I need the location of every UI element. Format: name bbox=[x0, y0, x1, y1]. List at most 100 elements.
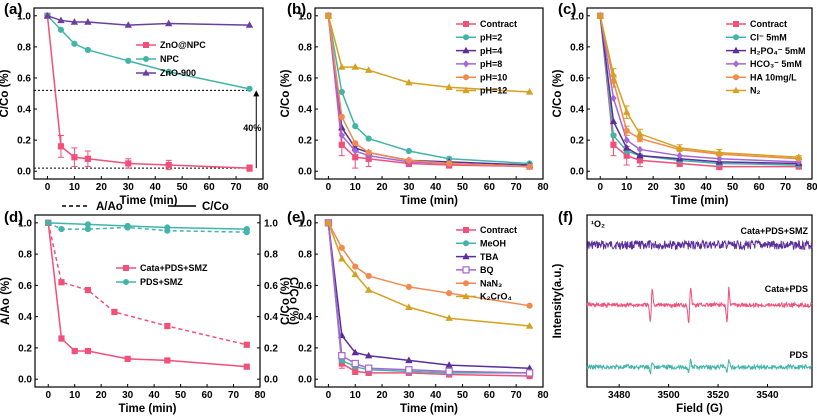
data-point bbox=[609, 70, 618, 78]
data-point bbox=[596, 11, 604, 19]
panel-label: (c) bbox=[558, 1, 576, 18]
data-point bbox=[676, 151, 683, 160]
legend-item: PDS+SMZ bbox=[116, 277, 183, 287]
y-tick-label: 0.0 bbox=[298, 167, 312, 178]
data-point bbox=[43, 11, 52, 19]
x-tick-label: 3520 bbox=[707, 390, 730, 401]
legend-item: pH=8 bbox=[456, 59, 502, 69]
data-point bbox=[125, 57, 132, 64]
y-right-axis-label: C/Co (%) bbox=[287, 277, 299, 325]
y-tick-label: 0.6 bbox=[298, 281, 312, 292]
x-tick-label: 10 bbox=[69, 182, 81, 193]
data-point bbox=[525, 322, 534, 329]
data-point bbox=[84, 46, 91, 54]
x-tick-label: 30 bbox=[123, 182, 135, 193]
y-tick-label: 0.8 bbox=[18, 250, 32, 261]
panel-label: (d) bbox=[4, 209, 23, 226]
legend-item: Contract bbox=[456, 19, 517, 29]
style-legend-label: A/Ao bbox=[96, 201, 123, 213]
y-tick-label: 0.2 bbox=[298, 343, 312, 354]
panel-label: (a) bbox=[4, 1, 22, 18]
x-tick-label: 0 bbox=[326, 390, 332, 401]
panel-label: (e) bbox=[287, 209, 305, 226]
data-point bbox=[446, 160, 453, 167]
data-point bbox=[338, 254, 346, 262]
data-point bbox=[445, 83, 453, 90]
data-point bbox=[338, 352, 346, 360]
y-tick-label: 0.2 bbox=[17, 136, 31, 147]
spectrum-label: Cata+PDS+SMZ bbox=[740, 226, 808, 236]
data-point bbox=[124, 355, 131, 362]
legend-marker bbox=[463, 227, 469, 233]
y-axis-label: C/Co (%) bbox=[280, 277, 292, 325]
legend-item: Contract bbox=[456, 225, 517, 235]
series-zno-900 bbox=[43, 11, 254, 28]
data-point bbox=[636, 151, 644, 159]
data-point bbox=[610, 132, 617, 139]
y-right-tick-label: 0.4 bbox=[264, 312, 278, 323]
legend-label: MeOH bbox=[480, 239, 506, 249]
data-point bbox=[338, 88, 345, 96]
data-point bbox=[445, 314, 453, 321]
legend-label: HA 10mg/L bbox=[750, 72, 797, 82]
data-point bbox=[246, 85, 253, 92]
legend-marker bbox=[463, 280, 469, 287]
legend-item: ZnO@NPC bbox=[136, 40, 206, 50]
x-tick-label: 80 bbox=[537, 390, 549, 401]
x-tick-label: 10 bbox=[350, 182, 362, 193]
data-point bbox=[610, 94, 617, 102]
y-right-tick-label: 0.0 bbox=[264, 375, 278, 386]
series-npc bbox=[44, 12, 253, 92]
x-tick-label: 30 bbox=[403, 182, 415, 193]
y-axis-label: C/Co (%) bbox=[0, 69, 11, 117]
legend-item: Cl⁻ 5mM bbox=[726, 33, 787, 43]
data-point bbox=[364, 286, 373, 293]
data-point bbox=[338, 131, 345, 140]
legend-marker bbox=[123, 279, 129, 285]
spectrum-cata-pds-smz: Cata+PDS+SMZ bbox=[586, 226, 813, 251]
legend-marker bbox=[462, 46, 470, 54]
legend-marker bbox=[733, 74, 739, 81]
plot-frame bbox=[33, 7, 264, 180]
y-tick-label: 0.6 bbox=[18, 281, 32, 292]
data-point bbox=[338, 244, 345, 251]
legend-marker bbox=[732, 46, 740, 54]
data-point bbox=[71, 40, 78, 47]
data-point bbox=[636, 157, 644, 164]
y-right-tick-label: 0.8 bbox=[264, 250, 278, 261]
y-axis-label: C/Co (%) bbox=[552, 69, 564, 117]
spectrum-line bbox=[586, 239, 813, 251]
legend-label: PDS+SMZ bbox=[140, 277, 183, 287]
x-tick-label: 70 bbox=[511, 182, 523, 193]
data-point bbox=[243, 229, 250, 236]
legend-item: K₂CrO₄ bbox=[456, 292, 512, 302]
series-line bbox=[47, 222, 247, 233]
spectrum-line bbox=[586, 358, 813, 375]
data-point bbox=[365, 369, 372, 377]
legend-marker bbox=[143, 56, 149, 62]
x-tick-label: 60 bbox=[201, 390, 213, 401]
x-tick-label: 3480 bbox=[608, 390, 631, 401]
series-tba bbox=[324, 218, 534, 371]
series-k-cro- bbox=[324, 218, 534, 329]
x-tick-label: 20 bbox=[648, 182, 660, 193]
legend-label: H₂PO₄⁻ 5mM bbox=[750, 46, 806, 56]
legend-marker bbox=[462, 292, 470, 300]
data-point bbox=[365, 151, 372, 160]
data-point bbox=[71, 154, 78, 161]
data-point bbox=[124, 21, 132, 28]
data-point bbox=[445, 361, 453, 368]
data-point bbox=[165, 68, 172, 75]
x-tick-label: 10 bbox=[350, 390, 362, 401]
data-point bbox=[351, 63, 359, 70]
series-line bbox=[47, 15, 250, 26]
y-tick-label: 0.6 bbox=[570, 73, 584, 84]
data-point bbox=[338, 113, 345, 120]
x-tick-label: 40 bbox=[150, 182, 162, 193]
y-right-tick-label: 0.2 bbox=[264, 343, 278, 354]
data-point bbox=[526, 163, 533, 170]
x-tick-label: 20 bbox=[96, 182, 108, 193]
data-point bbox=[351, 270, 359, 278]
legend-marker bbox=[462, 252, 470, 260]
legend-marker bbox=[463, 74, 469, 81]
